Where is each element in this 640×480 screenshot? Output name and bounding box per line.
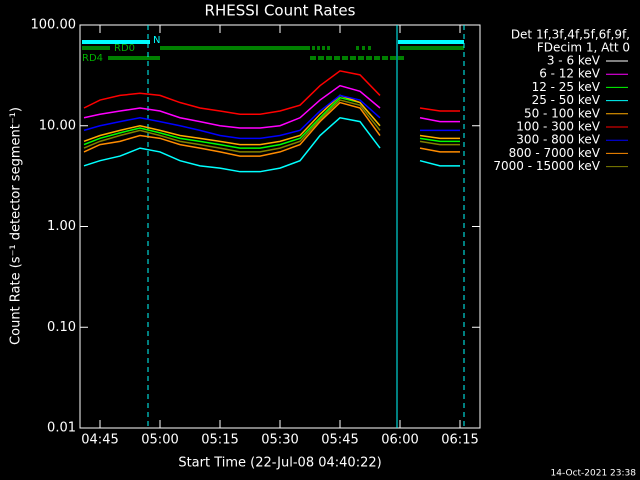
series-line xyxy=(419,107,460,112)
x-tick-label: 04:45 xyxy=(81,433,118,448)
y-tick-label: 10.00 xyxy=(39,118,76,133)
annotation: RD4 xyxy=(82,53,103,64)
series-line xyxy=(419,117,460,123)
y-tick-label: 0.01 xyxy=(47,421,76,436)
legend-label: 12 - 25 keV xyxy=(532,80,601,94)
annotation: N xyxy=(153,35,160,46)
legend-label: 3 - 6 keV xyxy=(547,54,601,68)
legend-label: 6 - 12 keV xyxy=(539,67,601,81)
legend-label: 25 - 50 keV xyxy=(532,93,601,107)
legend-label: 7000 - 15000 keV xyxy=(493,159,600,173)
series-line xyxy=(83,116,381,173)
y-tick-label: 100.00 xyxy=(31,18,77,33)
x-tick-label: 06:15 xyxy=(441,433,478,448)
y-axis-label: Count Rate (s⁻¹ detector segment⁻¹) xyxy=(9,107,24,345)
legend-label: 800 - 7000 keV xyxy=(509,146,601,160)
series-line xyxy=(419,159,460,167)
annotation: RD0 xyxy=(114,43,135,54)
series-line xyxy=(83,99,381,153)
series-line xyxy=(83,84,381,129)
series-line xyxy=(419,134,460,140)
series-line xyxy=(419,147,460,153)
series-line xyxy=(83,94,381,140)
legend-label: 50 - 100 keV xyxy=(524,106,601,120)
series-line xyxy=(83,94,381,146)
series-line xyxy=(419,140,460,146)
x-tick-label: 06:00 xyxy=(381,433,418,448)
legend-label: 300 - 800 keV xyxy=(516,133,600,147)
series-line xyxy=(83,70,381,116)
flag-bars xyxy=(82,25,465,428)
x-tick-label: 05:30 xyxy=(261,433,298,448)
chart-title: RHESSI Count Rates xyxy=(205,2,356,20)
series-line xyxy=(83,99,381,153)
x-tick-label: 05:45 xyxy=(321,433,358,448)
series-line xyxy=(419,137,460,143)
timestamp: 14-Oct-2021 23:38 xyxy=(551,469,637,479)
legend-label: 100 - 300 keV xyxy=(516,120,600,134)
series-line xyxy=(83,101,381,157)
series-line xyxy=(83,96,381,149)
plot-frame xyxy=(79,24,481,429)
y-tick-label: 1.00 xyxy=(47,219,76,234)
legend-header: Det 1f,3f,4f,5f,6f,9f, xyxy=(511,28,630,42)
x-axis-label: Start Time (22-Jul-08 04:40:22) xyxy=(178,456,381,471)
x-tick-label: 05:00 xyxy=(141,433,178,448)
legend-header: FDecim 1, Att 0 xyxy=(537,41,630,55)
x-tick-label: 05:15 xyxy=(201,433,238,448)
y-tick-label: 0.10 xyxy=(47,320,76,335)
